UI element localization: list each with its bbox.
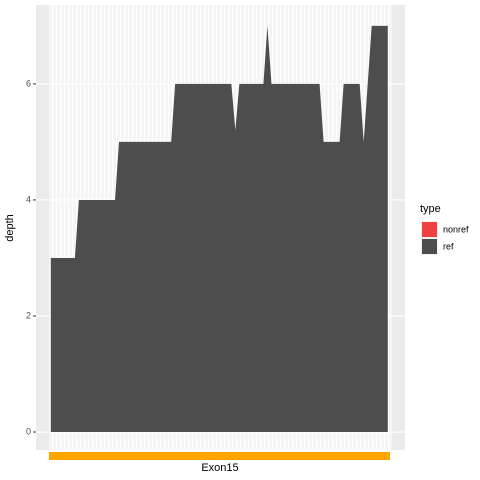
y-tick-label: 6	[26, 78, 31, 88]
y-tick-label: 2	[26, 310, 31, 320]
y-axis-label: depth	[4, 214, 16, 242]
legend-swatch	[422, 222, 437, 237]
y-tick-label: 0	[26, 426, 31, 436]
legend-title: type	[420, 203, 441, 215]
track-bar	[49, 452, 390, 460]
legend-label: nonref	[443, 224, 469, 234]
area	[50, 25, 388, 433]
y-tick-label: 4	[26, 194, 31, 204]
legend-label: ref	[443, 241, 454, 251]
track-label: Exon15	[201, 462, 238, 474]
legend-swatch	[422, 239, 437, 254]
